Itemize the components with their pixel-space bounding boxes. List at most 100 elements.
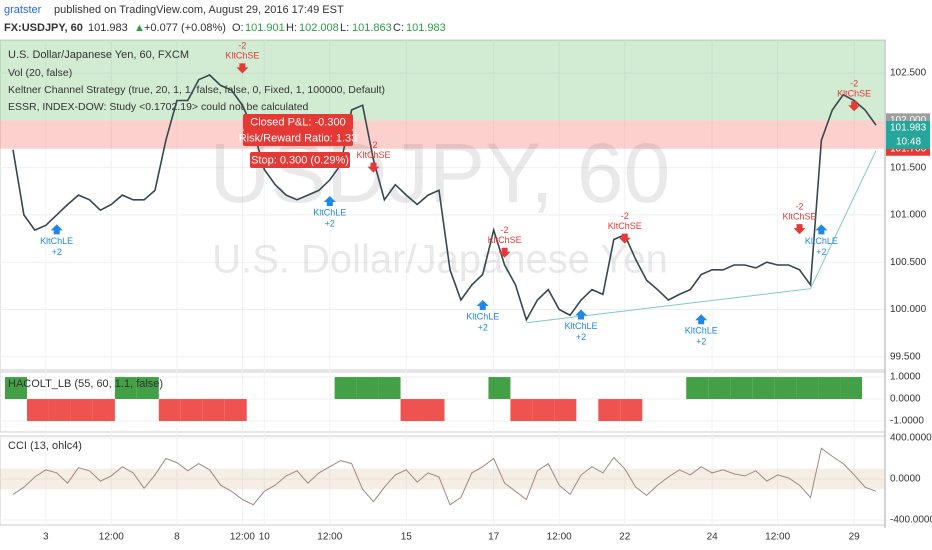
hacolt-bar [686, 377, 709, 400]
x-tick-label: 22 [619, 532, 631, 543]
x-tick-label: 12:00 [99, 532, 124, 543]
signal-qty: +2 [478, 322, 488, 332]
chart-title: U.S. Dollar/Japanese Yen, 60, FXCM [8, 49, 189, 61]
y-tick-label: 102.500 [890, 68, 927, 79]
price-line [12, 74, 877, 322]
signal-qty: +2 [52, 247, 62, 257]
trade-box [250, 152, 350, 168]
l-label: L: [340, 22, 349, 34]
cci-band [0, 468, 884, 490]
y-tick-label: 0.0000 [890, 394, 921, 405]
signal-label: KltChLE [565, 321, 598, 331]
hacolt-bar [422, 399, 445, 422]
panel-title: HACOLT_LB (55, 60, 1.1, false) [8, 378, 163, 390]
signal-arrow [323, 196, 336, 207]
signal-qty: -2 [850, 79, 858, 89]
hacolt-bar [840, 377, 863, 400]
signal-qty: -2 [369, 140, 377, 150]
signal-qty: +2 [325, 218, 335, 228]
cci-line [12, 447, 877, 506]
watermark-name: U.S. Dollar/Japanese Yen [212, 238, 668, 282]
trade-box [243, 130, 353, 146]
hacolt-bar [532, 399, 555, 422]
signal-label: KltChSE [837, 89, 871, 99]
trade-text: Stop: 0.300 (0.29%) [251, 154, 349, 166]
x-tick-label: 12:00 [317, 532, 342, 543]
signal-label: KltChLE [685, 326, 718, 336]
x-tick-label: 17 [488, 532, 500, 543]
signal-label: KltChLE [313, 207, 346, 217]
y-tick-label: -400.0000 [890, 515, 932, 526]
hacolt-bar [5, 377, 27, 400]
y-tick-label: 101.500 [890, 162, 927, 173]
hacolt-bar [180, 399, 203, 422]
symbol: FX:USDJPY, 60 [4, 22, 83, 34]
level-label: 101.983 [890, 123, 927, 134]
signal-qty: -2 [501, 225, 509, 235]
hacolt-bar [554, 399, 577, 422]
hacolt-bar [796, 377, 819, 400]
x-tick-label: 12:00 [547, 532, 572, 543]
signal-arrow [618, 233, 631, 244]
change: +0.077 (+0.08%) [144, 22, 226, 34]
hacolt-bar [774, 377, 797, 400]
user[interactable]: gratster [4, 4, 42, 16]
published: published on TradingView.com, August 29,… [54, 4, 344, 16]
price-line [526, 150, 877, 324]
signal-label: KltChLE [466, 311, 499, 321]
x-tick-label: 8 [174, 532, 180, 543]
high: 102.008 [299, 22, 339, 34]
signal-label: KltChSE [488, 235, 522, 245]
c-label: C: [393, 22, 404, 34]
signal-label: KltChSE [783, 211, 817, 221]
hacolt-bar [488, 377, 511, 400]
y-tick-label: 400.0000 [890, 433, 932, 444]
signal-qty: -2 [796, 201, 804, 211]
o-label: O: [232, 22, 244, 34]
panel-title: CCI (13, ohlc4) [8, 440, 82, 452]
y-tick-label: 100.000 [890, 304, 927, 315]
x-tick-label: 12:00 [765, 532, 790, 543]
signal-arrow [367, 162, 380, 173]
x-tick-label: 29 [849, 532, 861, 543]
y-tick-label: 1.0000 [890, 372, 921, 383]
hacolt-bar [818, 377, 841, 400]
signal-qty: -2 [238, 41, 246, 51]
signal-arrow [498, 247, 511, 258]
signal-qty: +2 [816, 247, 826, 257]
signal-label: KltChSE [225, 51, 259, 61]
hacolt-bar [334, 377, 357, 400]
hacolt-bar [356, 377, 379, 400]
countdown: 10:48 [896, 137, 921, 148]
y-tick-label: -1.0000 [890, 416, 924, 427]
signal-arrow [815, 224, 828, 235]
signal-arrow [793, 224, 806, 235]
x-tick-label: 24 [707, 532, 719, 543]
y-tick-label: 0.0000 [890, 474, 921, 485]
hacolt-bar [400, 399, 423, 422]
open: 101.901 [245, 22, 285, 34]
signal-label: KltChLE [40, 236, 73, 246]
hacolt-bar [202, 399, 225, 422]
x-tick-label: 12:00 [230, 532, 255, 543]
signal-arrow [236, 63, 249, 74]
signal-qty: -2 [621, 211, 629, 221]
x-tick-label: 3 [43, 532, 49, 543]
profit-zone [0, 40, 884, 121]
trade-box [243, 114, 353, 130]
chart-area: 99.500 100.000 100.500 101.000 101.500 102.50… [0, 39, 932, 543]
signal-arrow [848, 101, 861, 112]
signal-label: KltChSE [608, 221, 642, 231]
arrow: ▲ [134, 22, 145, 34]
hacolt-bar [26, 399, 49, 422]
hacolt-bar [620, 399, 643, 422]
h-label: H: [286, 22, 297, 34]
signal-arrow [50, 224, 63, 235]
hacolt-bar [136, 377, 159, 400]
hacolt-bar [92, 399, 115, 422]
x-tick-label: 15 [401, 532, 413, 543]
study-label: ESSR, INDEX-DOW: Study <0.1702.19> could… [8, 101, 309, 113]
hacolt-bar [378, 377, 401, 400]
hacolt-bar [114, 377, 137, 400]
